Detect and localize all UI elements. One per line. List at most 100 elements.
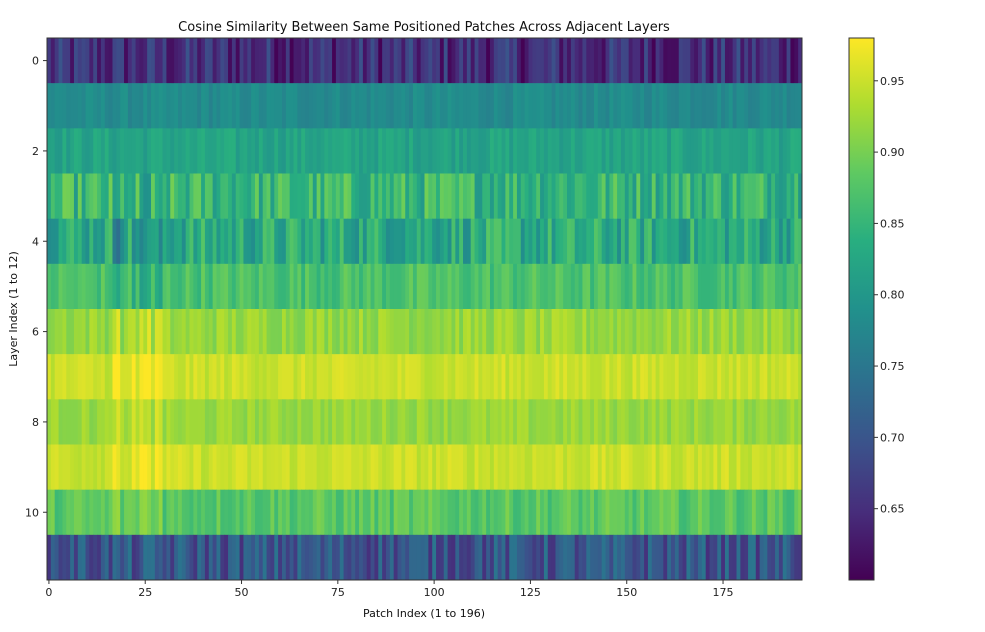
heatmap-cell — [721, 399, 726, 445]
heatmap-cell — [127, 444, 133, 490]
heatmap-cell — [231, 399, 237, 445]
heatmap-cell — [189, 354, 194, 400]
heatmap-cell — [732, 83, 738, 129]
heatmap-cell — [524, 444, 529, 490]
heatmap-cell — [771, 263, 776, 310]
heatmap-cell — [701, 38, 707, 84]
heatmap-cell — [62, 218, 67, 265]
heatmap-cell — [609, 444, 614, 490]
heatmap-cell — [501, 38, 506, 84]
heatmap-cell — [724, 263, 730, 310]
heatmap-cell — [713, 38, 718, 84]
heatmap-cell — [516, 218, 522, 265]
heatmap-cell — [428, 399, 433, 445]
heatmap-cell — [782, 38, 788, 84]
heatmap-cell — [208, 399, 214, 445]
heatmap-cell — [713, 128, 718, 174]
heatmap-cell — [759, 489, 764, 536]
heatmap-cell — [513, 263, 518, 310]
heatmap-cell — [524, 263, 529, 310]
heatmap-cell — [547, 173, 553, 219]
heatmap-cell — [235, 173, 241, 219]
heatmap-cell — [551, 263, 556, 310]
heatmap-cell — [251, 489, 256, 536]
heatmap-cell — [85, 218, 90, 265]
heatmap-cell — [73, 309, 79, 355]
heatmap-cell — [740, 173, 745, 219]
heatmap-cell — [212, 83, 217, 129]
heatmap-cell — [439, 399, 445, 445]
heatmap-cell — [228, 83, 233, 129]
heatmap-cell — [701, 83, 707, 129]
heatmap-cell — [166, 399, 171, 445]
heatmap-cell — [100, 354, 106, 400]
heatmap-cell — [524, 38, 529, 84]
heatmap-cell — [397, 263, 402, 310]
heatmap-cell — [786, 218, 791, 265]
heatmap-cell — [312, 128, 318, 174]
heatmap-cell — [674, 218, 680, 265]
heatmap-cell — [659, 354, 664, 400]
heatmap-cell — [466, 38, 472, 84]
heatmap-cell — [228, 309, 233, 355]
heatmap-cell — [120, 489, 125, 536]
heatmap-cell — [632, 309, 637, 355]
heatmap-cell — [593, 263, 599, 310]
heatmap-cell — [570, 399, 576, 445]
heatmap-cell — [655, 489, 660, 536]
heatmap-cell — [54, 399, 60, 445]
heatmap-cell — [89, 128, 94, 174]
heatmap-cell — [270, 38, 275, 84]
heatmap-cell — [617, 218, 622, 265]
heatmap-cell — [624, 83, 630, 129]
heatmap-cell — [721, 354, 726, 400]
heatmap-cell — [54, 38, 60, 84]
heatmap-cell — [659, 128, 664, 174]
heatmap-cell — [701, 309, 707, 355]
heatmap-cell — [436, 489, 441, 536]
heatmap-cell — [655, 128, 660, 174]
heatmap-cell — [324, 173, 329, 219]
heatmap-cell — [305, 38, 310, 84]
heatmap-cell — [335, 399, 341, 445]
heatmap-cell — [524, 354, 529, 400]
heatmap-cell — [235, 489, 241, 536]
heatmap-cell — [362, 83, 368, 129]
heatmap-cell — [139, 309, 144, 355]
heatmap-cell — [362, 534, 368, 581]
heatmap-cell — [644, 489, 649, 536]
heatmap-cell — [243, 128, 248, 174]
heatmap-cell — [158, 399, 164, 445]
heatmap-cell — [501, 489, 506, 536]
heatmap-cell — [520, 173, 526, 219]
heatmap-cell — [389, 173, 395, 219]
heatmap-cell — [748, 38, 753, 84]
heatmap-cell — [443, 534, 449, 581]
y-tick-label: 4 — [32, 235, 39, 248]
heatmap-cell — [181, 399, 187, 445]
heatmap-cell — [385, 444, 391, 490]
heatmap-cell — [201, 83, 206, 129]
heatmap-cell — [647, 83, 653, 129]
heatmap-cell — [185, 399, 191, 445]
heatmap-cell — [231, 263, 237, 310]
heatmap-cell — [451, 489, 456, 536]
heatmap-cell — [659, 309, 664, 355]
heatmap-cell — [293, 534, 298, 581]
heatmap-cell — [617, 263, 622, 310]
heatmap-cell — [297, 354, 302, 400]
heatmap-cell — [112, 489, 117, 536]
heatmap-cell — [266, 399, 271, 445]
heatmap-cell — [516, 399, 522, 445]
heatmap-cell — [432, 218, 437, 265]
heatmap-cell — [177, 173, 183, 219]
heatmap-cell — [162, 534, 167, 581]
heatmap-cell — [216, 218, 221, 265]
heatmap-cell — [509, 128, 514, 174]
heatmap-cell — [143, 354, 148, 400]
heatmap-cell — [208, 83, 214, 129]
colorbar-tick-label: 0.90 — [880, 146, 905, 159]
heatmap-cell — [289, 534, 295, 581]
heatmap-cell — [755, 399, 761, 445]
heatmap-cell — [231, 83, 237, 129]
